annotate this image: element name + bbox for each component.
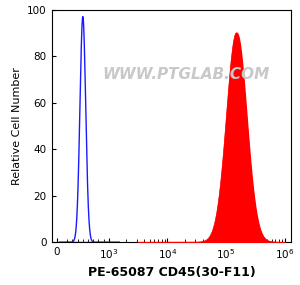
Y-axis label: Relative Cell Number: Relative Cell Number (12, 67, 22, 185)
Text: WWW.PTGLAB.COM: WWW.PTGLAB.COM (102, 67, 269, 82)
X-axis label: PE-65087 CD45(30-F11): PE-65087 CD45(30-F11) (88, 266, 255, 280)
